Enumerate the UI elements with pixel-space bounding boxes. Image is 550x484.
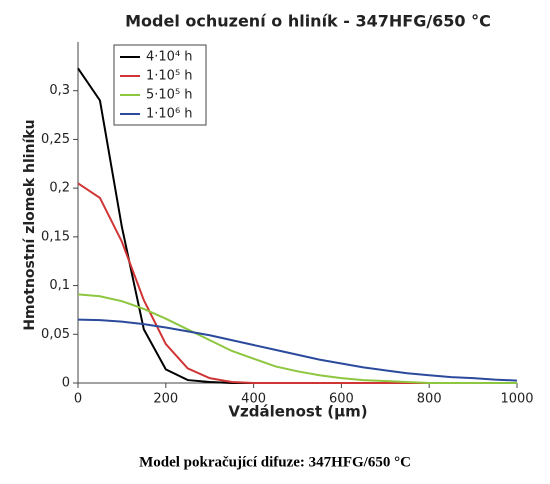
x-axis-label: Vzdálenost (µm) bbox=[228, 403, 367, 421]
chart-title: Model ochuzení o hliník - 347HFG/650 °C bbox=[125, 12, 491, 31]
x-tick-label: 600 bbox=[329, 392, 354, 407]
y-axis-label: Hmotnostní zlomek hliníku bbox=[22, 119, 38, 330]
legend-label: 4·10⁴ h bbox=[146, 50, 193, 65]
x-tick-label: 0 bbox=[74, 392, 82, 407]
legend-label: 1·10⁵ h bbox=[146, 69, 193, 84]
x-tick-label: 200 bbox=[153, 392, 178, 407]
line-series bbox=[77, 182, 517, 384]
y-tick-label: 0,3 bbox=[49, 83, 70, 98]
y-tick-label: 0,25 bbox=[41, 132, 70, 147]
legend-box bbox=[113, 44, 207, 126]
y-tick-label: 0,2 bbox=[49, 181, 70, 196]
x-tick-label: 1000 bbox=[500, 392, 533, 407]
x-tick-label: 800 bbox=[417, 392, 442, 407]
line-series bbox=[77, 293, 517, 384]
y-tick-label: 0,1 bbox=[49, 278, 70, 293]
y-tick-label: 0,05 bbox=[41, 327, 70, 342]
legend-label: 5·10⁵ h bbox=[146, 88, 193, 103]
caption: Model pokračující difuze: 347HFG/650 °C bbox=[139, 454, 411, 470]
x-tick-label: 400 bbox=[241, 392, 266, 407]
line-series bbox=[77, 318, 518, 382]
y-tick-label: 0 bbox=[62, 376, 70, 391]
y-tick-label: 0,15 bbox=[41, 229, 70, 244]
legend-label: 1·10⁶ h bbox=[146, 107, 193, 122]
